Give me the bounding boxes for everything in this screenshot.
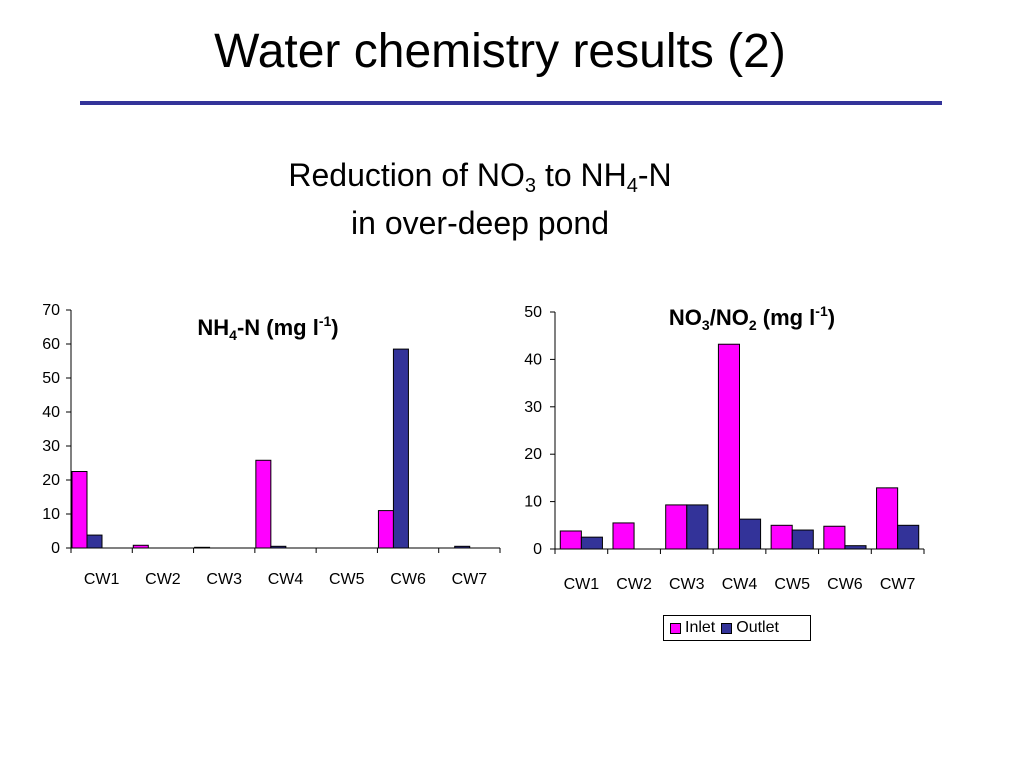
x-tick-label-cw2: CW2 [616,576,652,593]
slide-title: Water chemistry results (2) [214,25,786,78]
bar-inlet-cw2 [612,522,635,550]
y-tick-label: 0 [51,540,60,557]
x-tick-label-cw5: CW5 [329,571,365,588]
subtitle-line-2: in over-deep pond [351,205,609,241]
y-tick-label: 40 [524,351,542,368]
y-tick-label: 10 [42,506,60,523]
chart-1: 0 10 20 30 40 50 60 70 CW1 CW2 CW3 CW4 CW5 CW6 CW7 NH4-… [42,302,501,588]
x-tick-label-cw7: CW7 [452,571,488,588]
bar-outlet-cw4 [739,518,762,550]
x-tick-label-cw4: CW4 [722,576,758,593]
bar-outlet-cw7 [897,524,920,550]
legend-swatch-inlet [670,622,681,634]
bar-outlet-cw3 [686,504,709,550]
x-tick-label-cw5: CW5 [774,576,810,593]
y-tick-label: 60 [42,336,60,353]
x-tick-label-cw6: CW6 [827,576,863,593]
subtitle-line-1: Reduction of NO3 to NH4-N [288,157,672,197]
y-tick-label: 30 [42,438,60,455]
bar-outlet-cw5 [791,529,814,550]
bar-inlet-cw6 [377,510,394,549]
title-rule [80,101,942,105]
legend-label-inlet: Inlet [685,619,716,636]
bar-inlet-cw5 [770,524,793,550]
bar-inlet-cw7 [876,487,899,550]
bar-outlet-cw6 [392,348,409,549]
bar-inlet-cw4 [255,459,272,549]
legend-entry-inlet: Inlet [670,619,715,637]
y-tick-label: 50 [524,304,542,321]
x-tick-label-cw3: CW3 [669,576,705,593]
x-tick-label-cw3: CW3 [206,571,242,588]
y-tick-label: 10 [524,494,542,511]
x-tick-label-cw6: CW6 [390,571,426,588]
bar-inlet-cw1 [559,530,582,550]
y-tick-label: 20 [524,446,542,463]
bar-outlet-cw1 [580,536,603,550]
chart-title: NO3/NO2 (mg l-1) [669,303,835,333]
y-tick-label: 50 [42,370,60,387]
legend-entry-outlet: Outlet [721,619,779,637]
x-tick-label-cw4: CW4 [268,571,304,588]
chart-title: NH4-N (mg l-1) [197,313,338,343]
y-tick-label: 20 [42,472,60,489]
bar-outlet-cw1 [86,534,103,549]
bar-inlet-cw4 [717,343,741,550]
x-tick-label-cw2: CW2 [145,571,181,588]
x-tick-label-cw7: CW7 [880,576,916,593]
y-tick-label: 0 [533,541,542,558]
chart-2: 0 10 20 30 40 50 CW1 CW2 CW3 CW4 CW5 CW6 CW7 NO3/NO2 … [524,303,925,593]
x-tick-label-cw1: CW1 [564,576,600,593]
bar-inlet-cw6 [823,525,846,550]
legend-swatch-outlet [721,622,733,634]
x-tick-label-cw1: CW1 [84,571,120,588]
chart-legend: Inlet Outlet [663,615,811,641]
bar-inlet-cw3 [665,504,688,550]
y-tick-label: 40 [42,404,60,421]
y-tick-label: 30 [524,399,542,416]
y-tick-label: 70 [42,302,60,319]
bar-inlet-cw1 [71,471,88,549]
legend-label-outlet: Outlet [736,619,779,636]
